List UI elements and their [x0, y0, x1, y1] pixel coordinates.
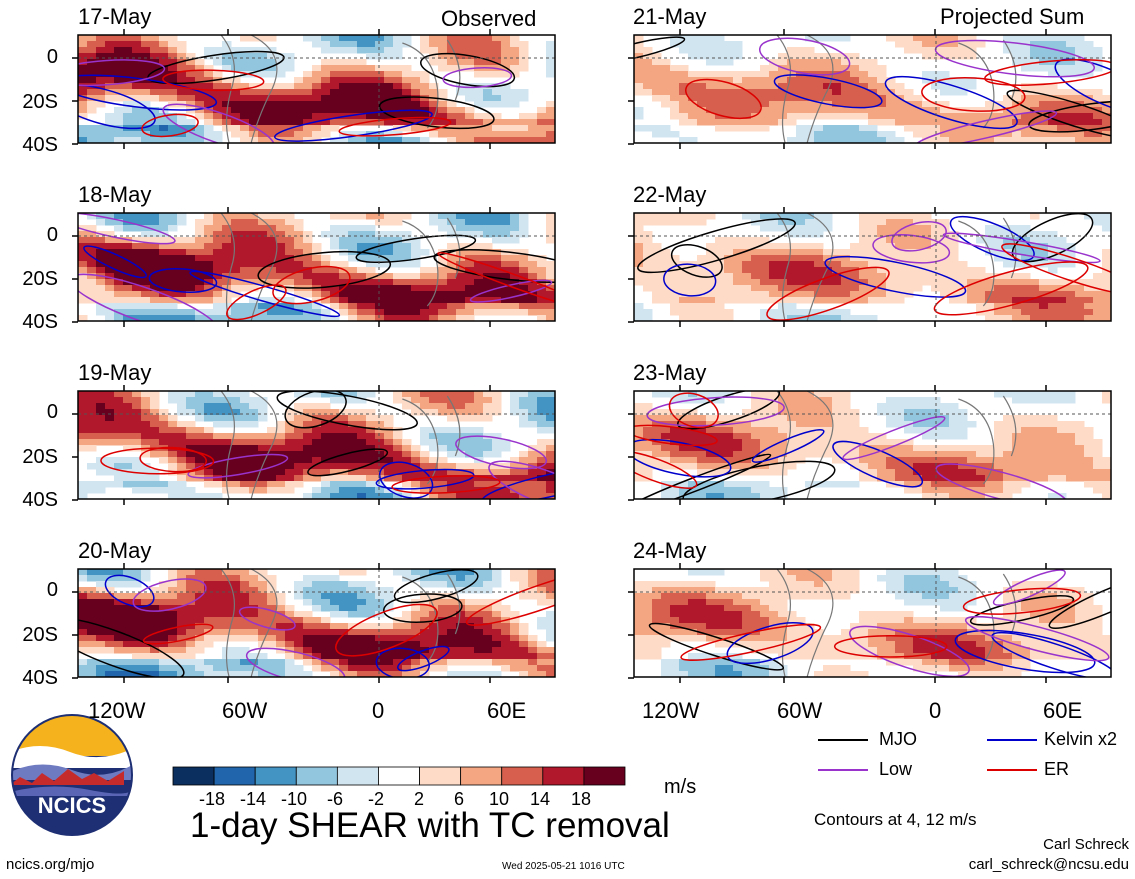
panel-frame	[633, 34, 1112, 144]
map-panel	[78, 35, 555, 143]
colorbar-swatch	[213, 766, 256, 786]
footer-email: carl_schreck@ncsu.edu	[968, 856, 1129, 873]
footer-timestamp: Wed 2025-05-21 1016 UTC	[502, 861, 625, 872]
colorbar-swatch	[254, 766, 297, 786]
panel-frame	[77, 390, 556, 500]
legend-label-kelvin: Kelvin x2	[1044, 729, 1118, 749]
figure-title: 1-day SHEAR with TC removal	[190, 806, 670, 845]
date-label-observed-4: 20-May	[78, 538, 152, 563]
footer-url: ncics.org/mjo	[6, 856, 95, 873]
date-label-projected-4: 24-May	[633, 538, 707, 563]
colorbar-swatch	[583, 766, 626, 786]
lon-label: 0	[929, 698, 942, 723]
colorbar-tick: -14	[240, 789, 267, 809]
map-panel	[634, 213, 1111, 321]
lat-label: 0	[46, 579, 58, 601]
lon-label: 0	[372, 698, 385, 723]
colorbar-swatch	[419, 766, 462, 786]
colorbar-tick: 6	[454, 789, 465, 809]
colorbar-tick: 10	[489, 789, 510, 809]
colorbar-swatch	[501, 766, 544, 786]
footer-author: Carl Schreck	[1043, 836, 1129, 853]
lon-label: 60E	[487, 698, 527, 723]
colorbar-tick: -10	[281, 789, 308, 809]
panel-frame	[77, 568, 556, 678]
lat-label: 40S	[22, 134, 58, 156]
colorbar-swatch	[336, 766, 379, 786]
legend-label-low: Low	[879, 759, 913, 779]
lat-label: 0	[46, 224, 58, 246]
panel-frame	[633, 568, 1112, 678]
date-label-observed-1: 17-May	[78, 4, 152, 29]
date-label-projected-3: 23-May	[633, 360, 707, 385]
lat-label: 40S	[22, 311, 58, 333]
date-label-projected-2: 22-May	[633, 182, 707, 207]
lat-label: 20S	[22, 268, 58, 290]
contours-note: Contours at 4, 12 m/s	[814, 810, 977, 829]
ncics-logo: NCICS	[11, 714, 133, 836]
colorbar-swatch	[460, 766, 503, 786]
date-label-observed-3: 19-May	[78, 360, 152, 385]
legend-label-er: ER	[1044, 759, 1070, 779]
colorbar-tick: -18	[199, 789, 226, 809]
observed-header: Observed	[441, 6, 537, 31]
colorbar-swatch	[542, 766, 585, 786]
date-label-observed-2: 18-May	[78, 182, 152, 207]
lon-label: 120W	[642, 698, 700, 723]
lat-label: 0	[46, 401, 58, 423]
map-panel	[634, 391, 1111, 499]
colorbar-swatch	[378, 766, 420, 786]
lat-label: 20S	[22, 624, 58, 646]
lat-label: 40S	[22, 667, 58, 689]
map-panel	[634, 569, 1111, 677]
colorbar-tick: 14	[530, 789, 551, 809]
lon-label: 60W	[222, 698, 268, 723]
lat-label: 40S	[22, 489, 58, 511]
map-panel	[78, 213, 555, 321]
colorbar-unit: m/s	[664, 776, 697, 798]
lon-label: 120W	[88, 698, 146, 723]
lon-label: 60W	[777, 698, 823, 723]
panel-frame	[77, 34, 556, 144]
legend-label-mjo: MJO	[879, 729, 917, 749]
panel-frame	[633, 212, 1112, 322]
lat-label: 20S	[22, 91, 58, 113]
colorbar-tick: -2	[368, 789, 385, 809]
date-label-projected-1: 21-May	[633, 4, 707, 29]
colorbar-tick: -6	[327, 789, 344, 809]
lat-label: 0	[46, 46, 58, 68]
colorbar-swatch	[295, 766, 338, 786]
colorbar-tick: 18	[571, 789, 592, 809]
colorbar-tick: 2	[414, 789, 425, 809]
logo-text: NCICS	[38, 793, 106, 818]
map-panel	[78, 569, 555, 677]
map-panel	[78, 391, 555, 499]
map-panel	[634, 35, 1111, 143]
panel-frame	[633, 390, 1112, 500]
lon-label: 60E	[1043, 698, 1083, 723]
projected-header: Projected Sum	[940, 4, 1085, 29]
panel-frame	[77, 212, 556, 322]
colorbar-swatch	[172, 766, 215, 786]
lat-label: 20S	[22, 446, 58, 468]
